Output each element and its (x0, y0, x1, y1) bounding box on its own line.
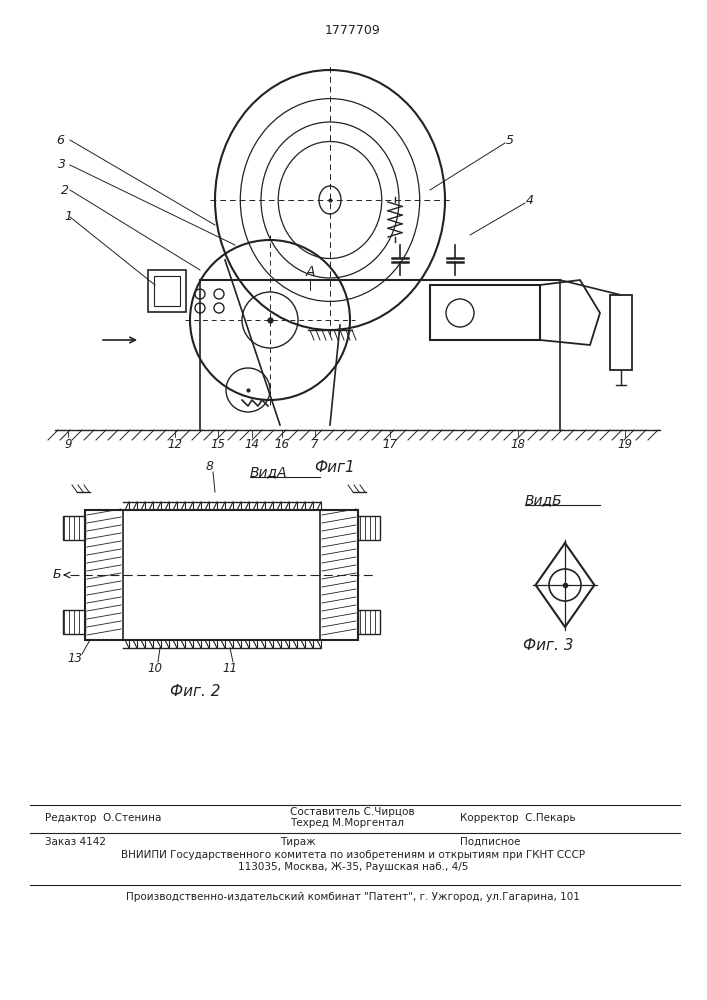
Text: 16: 16 (274, 438, 289, 452)
Text: Редактор  О.Стенина: Редактор О.Стенина (45, 813, 161, 823)
Text: А: А (305, 265, 315, 279)
Text: 9: 9 (64, 438, 71, 452)
Text: Производственно-издательский комбинат "Патент", г. Ужгород, ул.Гагарина, 101: Производственно-издательский комбинат "П… (126, 892, 580, 902)
Text: 6: 6 (56, 133, 64, 146)
Text: Фиг1: Фиг1 (315, 460, 356, 475)
Bar (148, 270, 186, 312)
Text: 113035, Москва, Ж-35, Раушская наб., 4/5: 113035, Москва, Ж-35, Раушская наб., 4/5 (238, 862, 468, 872)
Text: Фиг. 2: Фиг. 2 (170, 684, 221, 700)
Text: 8: 8 (206, 460, 214, 474)
Text: 11: 11 (223, 662, 238, 674)
Text: 4: 4 (526, 194, 534, 207)
Text: Техред М.Моргентал: Техред М.Моргентал (290, 818, 404, 828)
Bar (358, 610, 380, 634)
Text: 15: 15 (211, 438, 226, 452)
Bar (63, 516, 85, 540)
Text: 1: 1 (64, 211, 72, 224)
Bar (430, 285, 540, 340)
Text: 12: 12 (168, 438, 182, 452)
Text: Б: Б (53, 568, 62, 582)
Text: 18: 18 (510, 438, 525, 452)
Text: 14: 14 (245, 438, 259, 452)
Bar (358, 516, 380, 540)
Text: 17: 17 (382, 438, 397, 452)
Text: 2: 2 (61, 184, 69, 196)
Text: Фиг. 3: Фиг. 3 (522, 638, 573, 652)
Text: Корректор  С.Пекарь: Корректор С.Пекарь (460, 813, 575, 823)
Text: ВидА: ВидА (250, 465, 288, 479)
Text: 5: 5 (506, 133, 514, 146)
Text: Заказ 4142: Заказ 4142 (45, 837, 106, 847)
Text: 10: 10 (148, 662, 163, 674)
Text: 7: 7 (311, 438, 319, 452)
Text: 1777709: 1777709 (325, 23, 381, 36)
Text: 19: 19 (617, 438, 633, 452)
Bar (154, 276, 180, 306)
Bar (85, 510, 358, 640)
Text: Тираж: Тираж (280, 837, 315, 847)
Bar (63, 610, 85, 634)
Text: 13: 13 (67, 652, 83, 664)
Text: 3: 3 (58, 158, 66, 172)
Bar (610, 295, 632, 370)
Text: Подписное: Подписное (460, 837, 520, 847)
Text: ВНИИПИ Государственного комитета по изобретениям и открытиям при ГКНТ СССР: ВНИИПИ Государственного комитета по изоб… (121, 850, 585, 860)
Text: ВидБ: ВидБ (525, 493, 563, 507)
Text: Составитель С.Чирцов: Составитель С.Чирцов (290, 807, 414, 817)
